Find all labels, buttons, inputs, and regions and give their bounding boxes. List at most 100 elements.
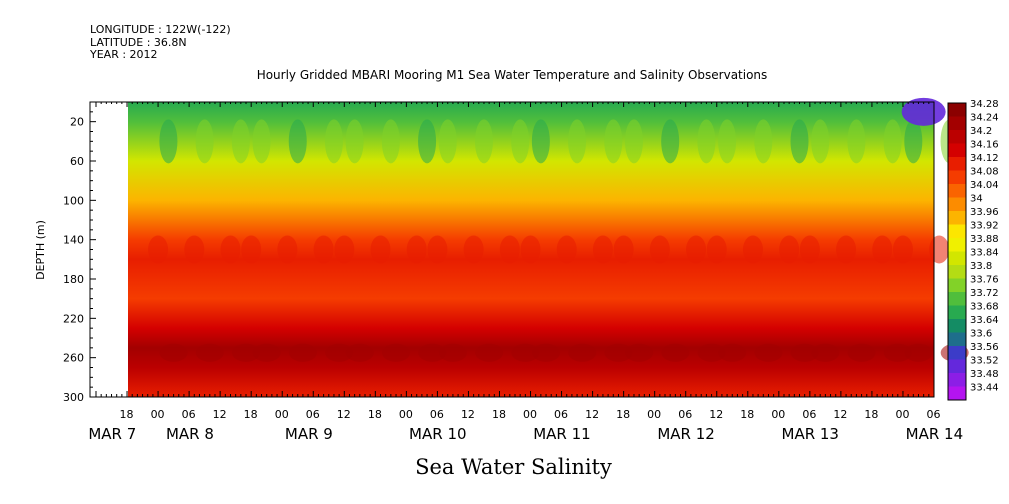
year-label: YEAR : 2012 xyxy=(90,48,158,61)
colorbar-swatch xyxy=(948,238,966,252)
x-hour-label: 06 xyxy=(802,408,816,421)
salinity-blob xyxy=(892,235,913,264)
salinity-blob xyxy=(556,235,577,264)
salinity-blob xyxy=(697,119,716,164)
x-hour-label: 00 xyxy=(647,408,661,421)
salinity-blob xyxy=(604,343,633,362)
salinity-blob xyxy=(381,119,400,164)
salinity-blob xyxy=(592,235,613,264)
colorbar-label: 34.12 xyxy=(970,153,999,164)
salinity-blob xyxy=(531,119,550,164)
colorbar-label: 34.2 xyxy=(970,126,992,137)
salinity-blob xyxy=(499,235,520,264)
colorbar-label: 34.08 xyxy=(970,167,999,178)
salinity-blob xyxy=(252,343,281,362)
y-tick-label: 220 xyxy=(63,312,84,325)
salinity-blob xyxy=(474,119,493,164)
salinity-blob xyxy=(811,119,830,164)
colorbar-label: 33.44 xyxy=(970,383,999,394)
colorbar-swatch xyxy=(948,332,966,347)
salinity-blob xyxy=(742,235,763,264)
salinity-blob xyxy=(604,119,623,164)
colorbar-swatch xyxy=(948,211,966,225)
x-hour-label: 06 xyxy=(182,408,196,421)
salinity-blob xyxy=(872,235,893,264)
salinity-blob xyxy=(706,235,727,264)
x-hour-label: 12 xyxy=(337,408,351,421)
x-date-label: MAR 14 xyxy=(906,425,963,443)
x-hour-label: 00 xyxy=(151,408,165,421)
salinity-blob xyxy=(406,235,427,264)
salinity-blob xyxy=(463,235,484,264)
colorbar-swatch xyxy=(948,373,966,387)
salinity-blob xyxy=(686,235,707,264)
salinity-blob xyxy=(661,119,680,164)
salinity-blob xyxy=(624,119,643,164)
y-axis-label: DEPTH (m) xyxy=(34,220,47,280)
salinity-blob xyxy=(799,235,820,264)
colorbar-label: 33.96 xyxy=(970,207,999,218)
salinity-blob xyxy=(649,235,670,264)
colorbar-label: 34.28 xyxy=(970,99,999,110)
x-hour-label: 18 xyxy=(120,408,134,421)
x-hour-label: 18 xyxy=(368,408,382,421)
salinity-blob xyxy=(231,119,250,164)
x-date-label: MAR 10 xyxy=(409,425,466,443)
salinity-blob xyxy=(438,119,457,164)
colorbar-swatch xyxy=(948,130,966,144)
salinity-blob xyxy=(159,119,178,164)
salinity-blob xyxy=(345,343,374,362)
colorbar-swatch xyxy=(948,278,966,293)
colorbar-label: 34.04 xyxy=(970,180,999,191)
salinity-blob xyxy=(929,235,950,264)
colorbar-swatch xyxy=(948,319,966,333)
colorbar-swatch xyxy=(948,292,966,306)
salinity-blob xyxy=(288,119,307,164)
colorbar-label: 33.48 xyxy=(970,369,999,380)
x-date-label: MAR 13 xyxy=(782,425,839,443)
y-tick-label: 140 xyxy=(63,234,84,247)
colorbar-swatch xyxy=(948,346,966,360)
colorbar-label: 33.76 xyxy=(970,275,999,286)
salinity-blob xyxy=(661,343,690,362)
colorbar-label: 33.84 xyxy=(970,248,999,259)
salinity-blob xyxy=(904,343,933,362)
salinity-blob xyxy=(718,343,747,362)
x-date-label: MAR 11 xyxy=(533,425,590,443)
salinity-blob xyxy=(754,119,773,164)
latitude-label: LATITUDE : 36.8N xyxy=(90,35,187,49)
colorbar-swatch xyxy=(948,359,966,374)
colorbar-swatch xyxy=(948,170,966,185)
y-tick-label: 60 xyxy=(70,155,84,168)
colorbar-label: 34.16 xyxy=(970,140,999,151)
low-salinity-patch xyxy=(901,97,946,126)
salinity-blob xyxy=(754,343,783,362)
x-hour-label: 06 xyxy=(554,408,568,421)
x-hour-label: 18 xyxy=(616,408,630,421)
x-hour-label: 12 xyxy=(709,408,723,421)
salinity-blob xyxy=(883,343,912,362)
colorbar-label: 33.8 xyxy=(970,261,992,272)
salinity-blob xyxy=(847,119,866,164)
x-hour-label: 18 xyxy=(740,408,754,421)
salinity-blob xyxy=(718,119,737,164)
salinity-blob xyxy=(324,119,343,164)
salinity-blob xyxy=(883,119,902,164)
salinity-blob xyxy=(418,119,437,164)
x-hour-label: 06 xyxy=(678,408,692,421)
salinity-blob xyxy=(427,235,448,264)
salinity-blob xyxy=(148,235,169,264)
salinity-blob xyxy=(697,343,726,362)
salinity-blob xyxy=(382,343,411,362)
salinity-blob xyxy=(195,343,224,362)
colorbar-label: 33.72 xyxy=(970,288,999,299)
x-hour-label: 00 xyxy=(895,408,909,421)
salinity-blob xyxy=(779,235,800,264)
salinity-blob xyxy=(370,235,391,264)
salinity-blob xyxy=(625,343,654,362)
y-tick-label: 20 xyxy=(70,116,84,129)
salinity-blob xyxy=(847,343,876,362)
x-hour-label: 12 xyxy=(833,408,847,421)
colorbar-label: 33.88 xyxy=(970,234,999,245)
colorbar-label: 34.24 xyxy=(970,113,999,124)
